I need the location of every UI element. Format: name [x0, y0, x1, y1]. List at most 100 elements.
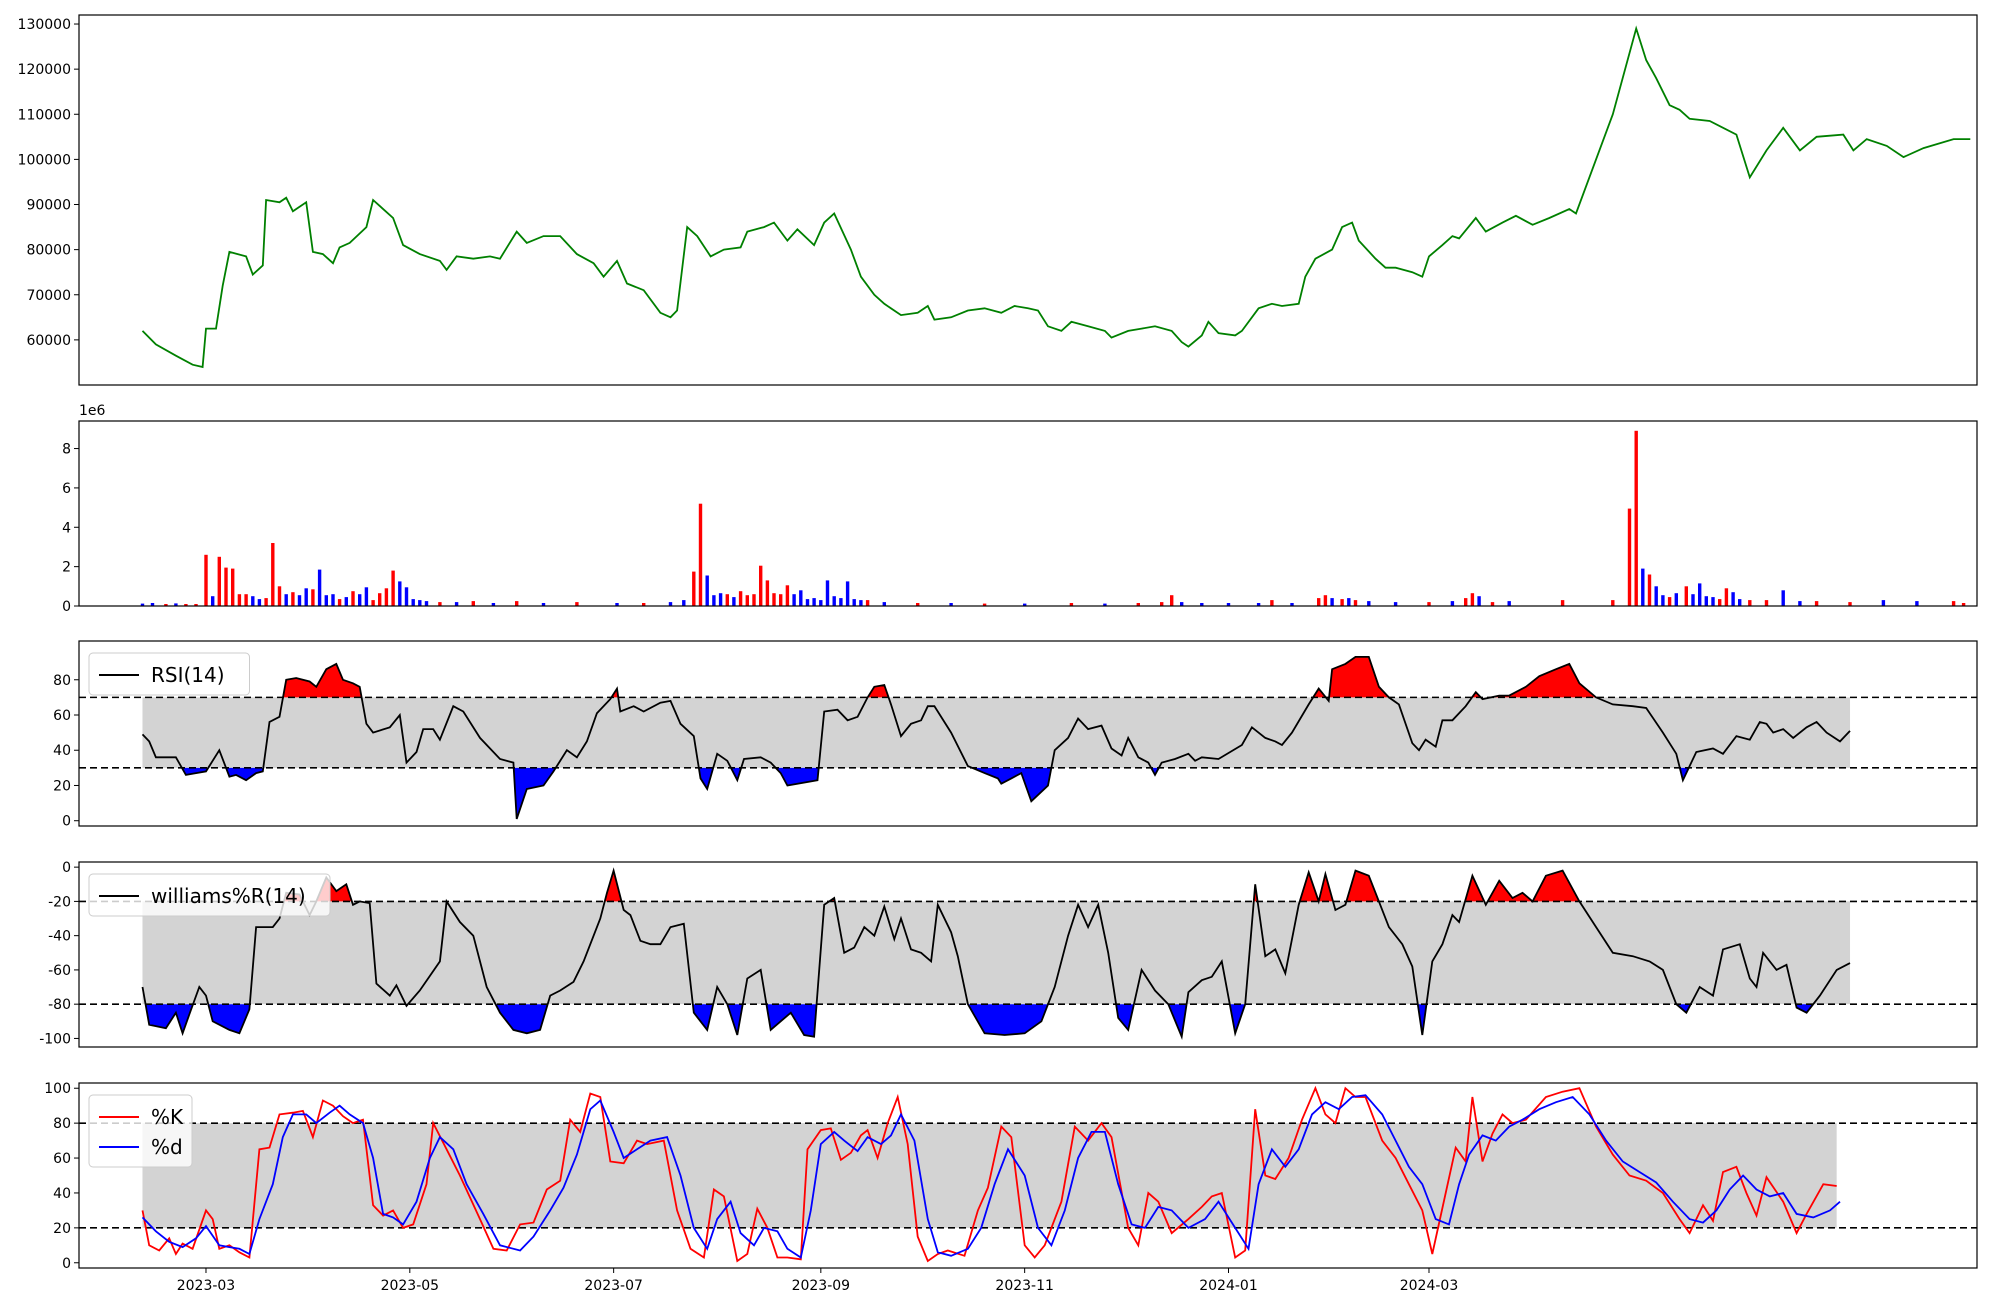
volume-ytick-label: 6 [62, 481, 71, 497]
xtick-label: 2024-01 [1199, 1278, 1258, 1294]
volume-bar [859, 600, 863, 606]
volume-bar [799, 590, 803, 606]
price-ytick-label: 110000 [18, 107, 71, 123]
volume-bar [1691, 594, 1695, 606]
volume-bar [1136, 603, 1140, 606]
volume-bar [759, 565, 763, 606]
rsi-ytick-label: 20 [53, 778, 71, 794]
williams-ytick-label: -20 [48, 894, 71, 910]
rsi-oversold-fill [181, 767, 1689, 819]
volume-bar [1684, 586, 1688, 606]
volume-bar [845, 581, 850, 606]
volume-bar [705, 575, 709, 606]
williams-neutral-band [142, 901, 1851, 1005]
volume-bar [331, 594, 335, 606]
volume-bar [825, 580, 830, 606]
volume-bar [792, 594, 796, 606]
volume-bar [819, 600, 823, 606]
volume-bar [772, 593, 776, 606]
volume-bar [291, 592, 295, 606]
volume-bar [204, 554, 208, 606]
stochastic-ytick-label: 40 [53, 1186, 71, 1202]
volume-bar [1170, 595, 1174, 606]
volume-bar [832, 596, 836, 606]
volume-bar [438, 602, 442, 606]
volume-bar [217, 556, 221, 606]
volume-bar [1507, 601, 1511, 606]
stochastic-ytick-label: 0 [62, 1256, 71, 1272]
volume-bar [371, 600, 375, 606]
volume-bar [1023, 603, 1027, 606]
volume-bar [164, 604, 168, 606]
volume-bar [805, 599, 810, 606]
volume-bar [839, 598, 843, 606]
xtick-label: 2023-03 [177, 1278, 236, 1294]
rsi-legend-label: RSI(14) [151, 663, 225, 687]
volume-bar [1961, 603, 1966, 606]
volume-ytick-label: 2 [62, 560, 71, 576]
volume-bar [712, 595, 716, 606]
volume-bar [1711, 597, 1715, 606]
volume-bar [779, 594, 783, 606]
price-ytick-label: 60000 [26, 333, 71, 349]
williams-legend: williams%R(14) [88, 873, 331, 917]
volume-bar [364, 587, 369, 606]
volume-bar [1698, 583, 1702, 606]
volume-bar [1367, 601, 1371, 606]
volume-bar [1798, 601, 1802, 606]
volume-bar [251, 596, 255, 606]
volume-bar [317, 569, 322, 606]
volume-bar [949, 603, 953, 606]
volume-bar [358, 594, 362, 606]
volume-bar [1160, 602, 1164, 606]
volume-bar [1427, 602, 1431, 606]
rsi-line [141, 656, 1851, 820]
volume-bar [852, 599, 856, 606]
xtick-label: 2023-05 [381, 1278, 440, 1294]
volume-bar [378, 593, 382, 606]
volume-bar [150, 603, 155, 606]
volume-bar [344, 597, 348, 606]
volume-bar [1323, 595, 1328, 606]
volume-bar [1881, 600, 1886, 606]
volume-bar [231, 568, 235, 606]
volume-bar [351, 591, 355, 606]
volume-bar [642, 603, 646, 606]
volume-bar [1270, 600, 1274, 606]
volume-bar [1781, 590, 1785, 606]
stochastic-ytick-label: 100 [44, 1081, 71, 1097]
volume-bar [752, 594, 756, 606]
volume-bar [785, 585, 790, 606]
volume-bar [471, 601, 475, 606]
xtick-label: 2023-11 [995, 1278, 1054, 1294]
volume-bar [1393, 602, 1398, 606]
volume-bar [916, 603, 920, 606]
stochastic-ytick-label: 80 [53, 1116, 71, 1132]
volume-bar [404, 587, 409, 606]
williams-legend-label: williams%R(14) [151, 884, 306, 908]
williams-legend-box [88, 873, 331, 917]
stochastic-ytick-label: 20 [53, 1221, 71, 1237]
volume-bar [765, 580, 770, 606]
stochastic-legend-box [88, 1094, 193, 1168]
volume-bar [1848, 602, 1852, 606]
williams-line [141, 867, 1851, 1041]
volume-bar [277, 586, 282, 606]
volume-bar [324, 595, 328, 606]
rsi-ytick-label: 0 [62, 814, 71, 830]
volume-bar [391, 570, 395, 606]
volume-bar [812, 598, 816, 606]
price-ytick-label: 130000 [18, 17, 71, 33]
volume-bar [1464, 598, 1468, 606]
volume-bar [865, 600, 870, 606]
rsi-overbought-fill [283, 656, 1597, 698]
volume-bar [1470, 593, 1475, 606]
volume-offset-label: 1e6 [79, 403, 106, 419]
volume-bar [698, 503, 703, 606]
volume-bar [1340, 599, 1344, 606]
volume-bar [1647, 574, 1652, 606]
volume-bar [1200, 603, 1204, 606]
volume-bar [1611, 600, 1615, 606]
williams-ytick-label: 0 [62, 860, 71, 876]
